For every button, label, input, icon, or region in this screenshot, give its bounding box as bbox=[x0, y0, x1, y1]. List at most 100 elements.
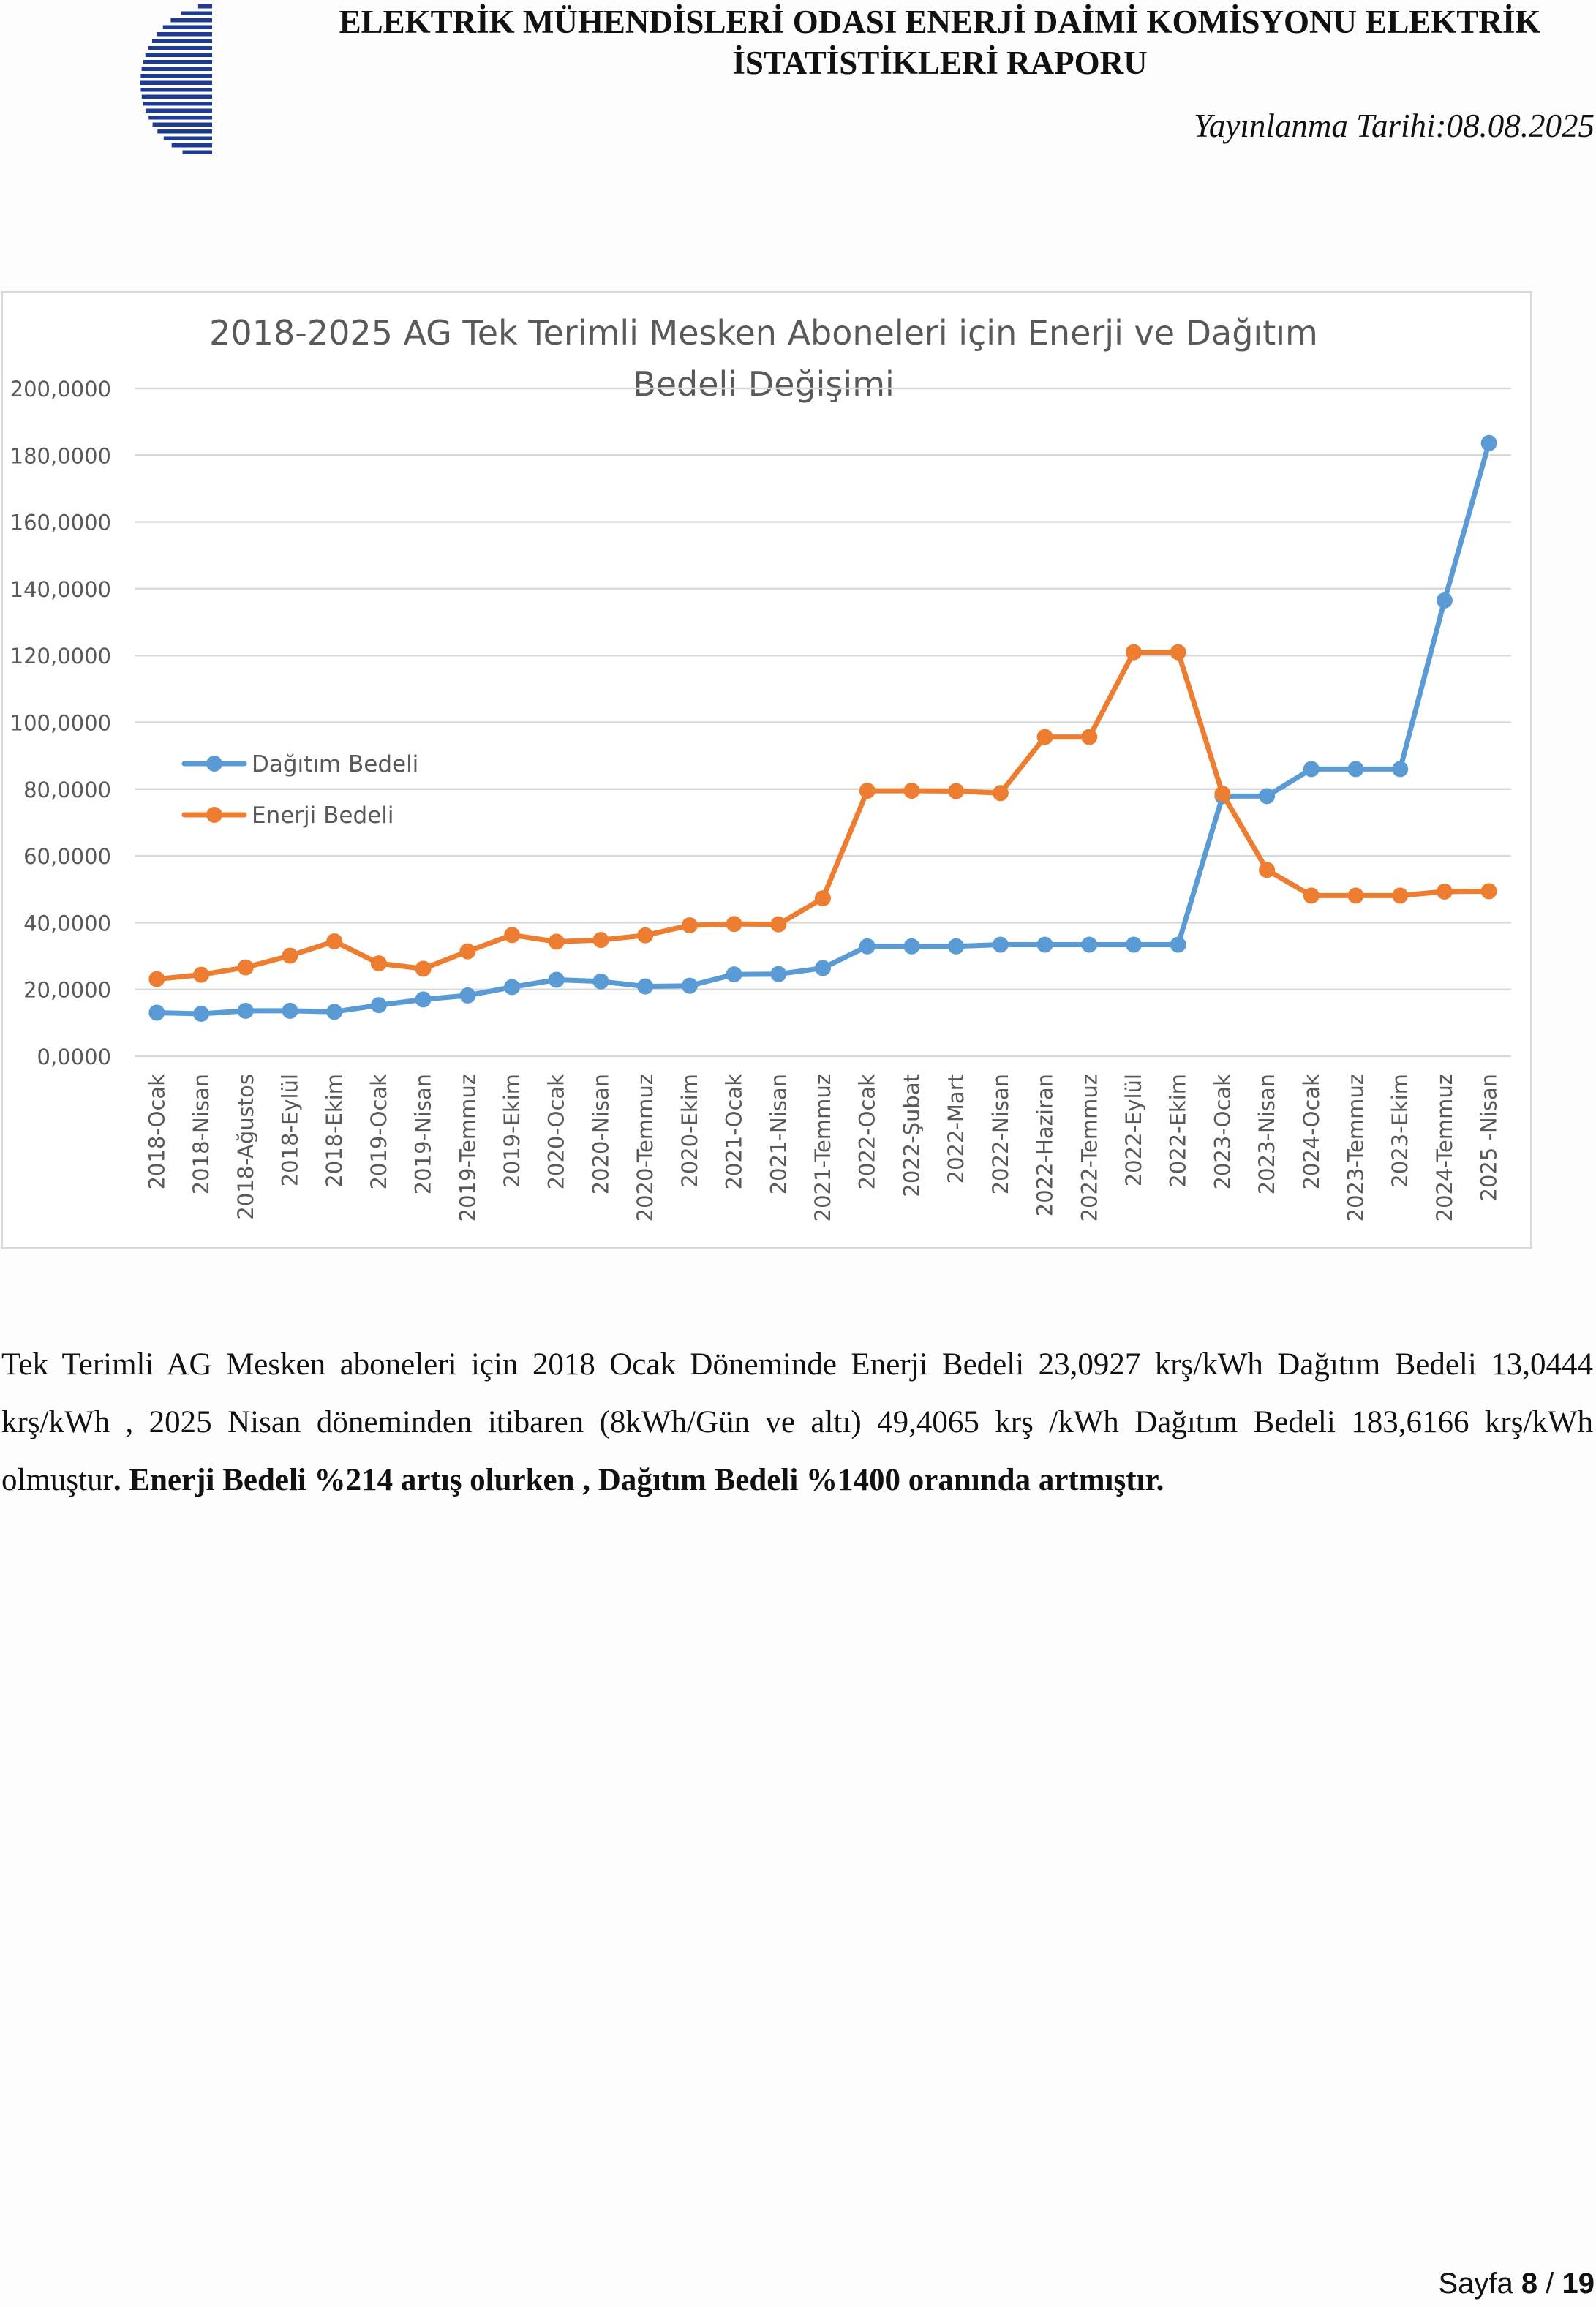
x-tick-label: 2019-Temmuz bbox=[455, 1074, 480, 1222]
data-point bbox=[1081, 936, 1098, 953]
x-tick-label: 2024-Ocak bbox=[1299, 1074, 1324, 1190]
x-tick-label: 2020-Ekim bbox=[677, 1074, 702, 1188]
data-point bbox=[148, 971, 165, 987]
data-point bbox=[1036, 729, 1053, 745]
data-point bbox=[1347, 887, 1364, 904]
data-point bbox=[1347, 761, 1364, 778]
x-tick-label: 2021-Temmuz bbox=[810, 1074, 835, 1222]
data-point bbox=[1303, 887, 1320, 904]
data-point bbox=[903, 783, 920, 799]
data-point bbox=[1436, 883, 1453, 900]
data-point bbox=[1392, 761, 1409, 778]
x-tick-label: 2023-Temmuz bbox=[1344, 1074, 1369, 1222]
series-line bbox=[154, 440, 1492, 1017]
x-tick-label: 2022-Nisan bbox=[988, 1074, 1013, 1194]
page-current: 8 bbox=[1521, 2268, 1538, 2300]
legend-label: Dağıtım Bedeli bbox=[252, 751, 418, 778]
data-point bbox=[1125, 936, 1142, 953]
data-point bbox=[992, 936, 1009, 953]
data-point bbox=[459, 943, 476, 960]
x-tick-label: 2021-Ocak bbox=[722, 1074, 747, 1190]
y-tick-label: 40,0000 bbox=[23, 911, 111, 936]
data-point bbox=[1480, 434, 1497, 451]
x-tick-label: 2022-Temmuz bbox=[1077, 1074, 1102, 1222]
x-tick-label: 2019-Ekim bbox=[500, 1074, 524, 1188]
data-point bbox=[1259, 788, 1276, 805]
data-point bbox=[815, 960, 831, 976]
page-label: Sayfa bbox=[1438, 2268, 1513, 2300]
y-tick-label: 80,0000 bbox=[23, 778, 111, 802]
data-point bbox=[370, 955, 387, 972]
legend-marker bbox=[206, 756, 222, 772]
data-point bbox=[992, 785, 1009, 802]
data-point bbox=[948, 783, 965, 799]
y-tick-label: 180,0000 bbox=[10, 443, 111, 468]
data-point bbox=[548, 933, 565, 950]
x-tick-label: 2022-Şubat bbox=[899, 1074, 924, 1197]
x-tick-label: 2021-Nisan bbox=[766, 1074, 791, 1194]
data-point bbox=[459, 987, 476, 1004]
data-point bbox=[326, 933, 343, 949]
summary-paragraph: Tek Terimli AG Mesken aboneleri için 201… bbox=[1, 1336, 1593, 1509]
data-point bbox=[859, 938, 876, 955]
x-tick-label: 2022-Mart bbox=[944, 1074, 968, 1183]
x-tick-label: 2025 -Nisan bbox=[1477, 1074, 1502, 1202]
data-point bbox=[770, 916, 787, 933]
data-point bbox=[592, 973, 609, 990]
chart-container: 2018-2025 AG Tek Terimli Mesken Aboneler… bbox=[1, 291, 1532, 1249]
legend-marker bbox=[206, 807, 222, 823]
x-axis-tick-labels: 2018-Ocak 2018-Nisan 2018-Ağustos 2018-Eylü… bbox=[144, 1074, 1501, 1222]
data-point bbox=[815, 890, 831, 907]
data-point bbox=[1170, 644, 1186, 661]
x-tick-label: 2018-Ocak bbox=[144, 1074, 169, 1190]
chart-legend: Dağıtım Bedeli Enerji Bedeli bbox=[181, 751, 418, 829]
data-point bbox=[237, 959, 254, 976]
data-point bbox=[1259, 862, 1276, 878]
y-tick-label: 160,0000 bbox=[10, 511, 111, 535]
data-point bbox=[370, 997, 387, 1014]
data-point bbox=[1392, 887, 1409, 904]
data-point bbox=[637, 927, 654, 944]
x-tick-label: 2023-Ocak bbox=[1210, 1074, 1235, 1190]
data-point bbox=[148, 1004, 165, 1021]
line-chart: 2018-2025 AG Tek Terimli Mesken Aboneler… bbox=[10, 313, 1511, 1222]
series bbox=[148, 644, 1497, 987]
x-tick-label: 2020-Ocak bbox=[544, 1074, 569, 1190]
data-point bbox=[193, 966, 210, 983]
data-point bbox=[903, 938, 920, 955]
x-tick-label: 2022-Eylül bbox=[1121, 1074, 1146, 1186]
data-point bbox=[237, 1002, 254, 1019]
data-point bbox=[726, 966, 742, 983]
summary-text: Tek Terimli AG Mesken aboneleri için 201… bbox=[1, 1347, 1593, 1497]
publish-date: Yayınlanma Tarihi:08.08.2025 bbox=[1193, 108, 1595, 144]
data-point bbox=[681, 917, 698, 934]
data-point bbox=[1436, 592, 1453, 609]
y-tick-label: 0,0000 bbox=[37, 1045, 111, 1069]
page-number: Sayfa 8 / 19 bbox=[1438, 2268, 1595, 2300]
x-tick-label: 2022-Ekim bbox=[1166, 1074, 1191, 1188]
x-tick-label: 2023-Nisan bbox=[1254, 1074, 1279, 1194]
data-point bbox=[1125, 644, 1142, 661]
x-tick-label: 2018-Ağustos bbox=[233, 1074, 258, 1220]
x-tick-label: 2018-Ekim bbox=[322, 1074, 347, 1188]
x-tick-label: 2022-Ocak bbox=[855, 1074, 880, 1190]
x-tick-label: 2019-Nisan bbox=[411, 1074, 436, 1194]
data-point bbox=[326, 1004, 343, 1020]
summary-bold-text: . Enerji Bedeli %214 artış olurken , Dağ… bbox=[113, 1463, 1164, 1497]
data-point bbox=[1480, 883, 1497, 900]
document-title: ELEKTRİK MÜHENDİSLERİ ODASI ENERJİ DAİMİ… bbox=[307, 1, 1573, 83]
legend-label: Enerji Bedeli bbox=[252, 802, 394, 829]
data-point bbox=[282, 1002, 298, 1019]
data-point bbox=[1081, 729, 1098, 745]
x-tick-label: 2020-Temmuz bbox=[633, 1074, 658, 1222]
data-point bbox=[1170, 936, 1186, 953]
data-point bbox=[504, 927, 521, 944]
data-point bbox=[282, 947, 298, 964]
x-tick-label: 2024-Temmuz bbox=[1432, 1074, 1457, 1222]
document-title-line1: ELEKTRİK MÜHENDİSLERİ ODASI ENERJİ DAİMİ… bbox=[339, 4, 1541, 40]
x-tick-label: 2018-Eylül bbox=[277, 1074, 302, 1186]
x-tick-label: 2020-Nisan bbox=[588, 1074, 613, 1194]
x-tick-label: 2019-Ocak bbox=[366, 1074, 391, 1190]
y-tick-label: 60,0000 bbox=[23, 844, 111, 869]
data-point bbox=[770, 966, 787, 982]
